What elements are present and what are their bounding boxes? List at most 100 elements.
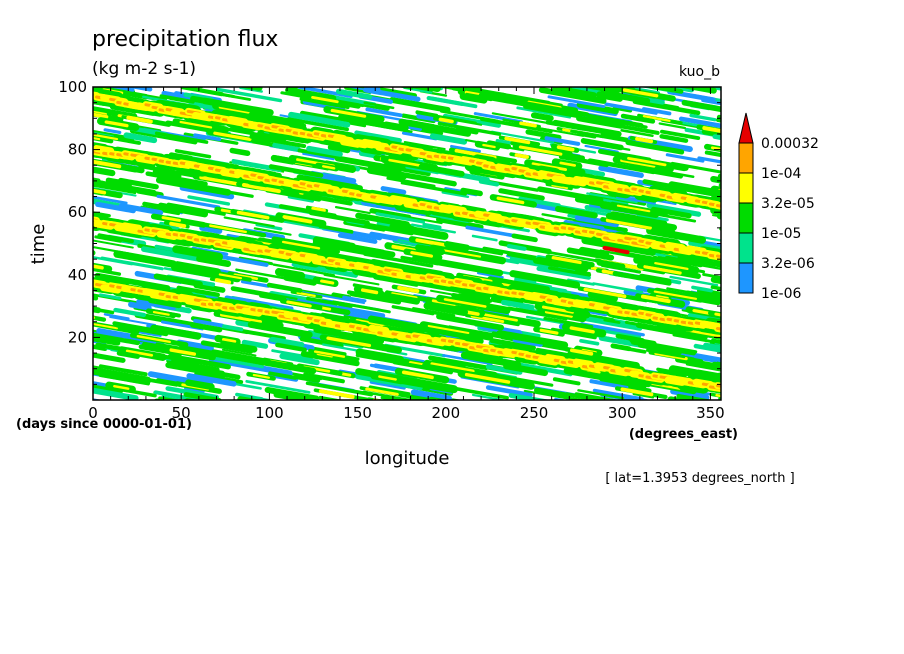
precip-streak (584, 87, 621, 93)
precip-streak (410, 223, 457, 234)
precip-streak (704, 150, 721, 158)
colorbar-swatch (738, 232, 754, 264)
precip-streak (179, 185, 235, 200)
precip-streak (118, 203, 164, 216)
precip-streak (707, 87, 721, 91)
precip-streak (343, 87, 347, 88)
precip-streak (313, 350, 346, 358)
precip-streak (196, 255, 232, 268)
precip-streak (93, 110, 108, 116)
precip-streak (580, 138, 624, 151)
precip-streak (199, 225, 223, 234)
band-peak (715, 254, 721, 259)
precip-streak (712, 214, 721, 218)
band-peak (725, 258, 739, 260)
precip-streak (697, 369, 721, 377)
band-envelope (718, 324, 721, 334)
precip-streak (605, 218, 652, 230)
precip-streak (559, 161, 577, 167)
precip-streak (637, 342, 683, 355)
precip-streak (191, 412, 251, 423)
precip-streak (185, 379, 215, 391)
precip-streak (184, 385, 205, 394)
precip-streak (129, 128, 198, 145)
precip-streak (209, 224, 247, 234)
precip-streak (69, 249, 87, 252)
precip-streak (69, 224, 89, 228)
precip-streak (514, 276, 537, 285)
precip-streak (596, 91, 624, 102)
precip-streak (282, 215, 313, 224)
precip-streak (605, 212, 678, 231)
precip-streak (94, 272, 171, 291)
precip-streak (69, 410, 88, 413)
precip-streak (267, 292, 298, 300)
precip-streak (647, 87, 684, 94)
precip-streak (256, 358, 317, 375)
precip-streak (442, 113, 501, 128)
precip-streak (586, 192, 638, 204)
precip-streak (279, 353, 320, 366)
y-tick-label: 20 (68, 328, 87, 346)
precip-streak (496, 330, 569, 349)
precip-streak (668, 366, 721, 382)
precip-streak (273, 391, 306, 400)
precip-streak (363, 101, 395, 110)
precip-streak (525, 129, 562, 140)
precip-streak (437, 121, 502, 136)
precip-streak (640, 294, 671, 304)
precip-streak (711, 195, 721, 202)
precip-streak (193, 318, 224, 328)
precip-streak (194, 372, 244, 384)
precip-streak (141, 246, 205, 263)
precip-streak (222, 409, 253, 414)
precip-streak (232, 327, 286, 341)
precip-streak (113, 385, 130, 390)
precip-streak (190, 322, 223, 333)
y-tick-label: 60 (68, 203, 87, 221)
precip-streak (391, 292, 418, 300)
precip-streak (498, 188, 545, 201)
precip-streak (476, 271, 504, 279)
precip-streak (584, 144, 619, 153)
precip-streak (365, 107, 403, 118)
precip-streak (654, 351, 688, 361)
precip-streak (136, 299, 176, 311)
precip-streak (535, 256, 589, 272)
band-envelope (718, 203, 721, 214)
precip-streak (506, 243, 527, 251)
precip-streak (285, 87, 337, 102)
precip-streak (128, 301, 152, 311)
run-label: kuo_b (679, 64, 720, 80)
band-core (725, 207, 739, 209)
precip-streak (346, 79, 362, 82)
precip-streak (93, 352, 126, 363)
precip-streak (213, 131, 252, 142)
precip-streak (461, 290, 491, 302)
precip-streak (460, 351, 522, 369)
precip-streak (117, 333, 157, 344)
precip-streak (125, 349, 154, 357)
precip-streak (443, 298, 487, 308)
precip-streak (465, 225, 519, 238)
precip-streak (183, 399, 185, 400)
precip-streak (355, 348, 404, 364)
precip-streak (105, 177, 133, 187)
precip-streak (93, 133, 119, 141)
precip-streak (545, 120, 585, 131)
precip-streak (176, 285, 220, 298)
precip-streak (93, 177, 101, 183)
precip-streak (685, 329, 721, 338)
precip-streak (134, 312, 203, 329)
precip-streak (322, 397, 339, 400)
precip-streak (202, 398, 215, 400)
precip-streak (283, 274, 317, 286)
precip-streak (632, 99, 701, 116)
precip-streak (442, 354, 493, 366)
precip-streak (93, 335, 121, 346)
latitude-annotation: [ lat=1.3953 degrees_north ] (605, 471, 794, 486)
precip-streak (646, 226, 707, 244)
precip-streak (582, 397, 600, 400)
precip-streak (389, 213, 443, 225)
